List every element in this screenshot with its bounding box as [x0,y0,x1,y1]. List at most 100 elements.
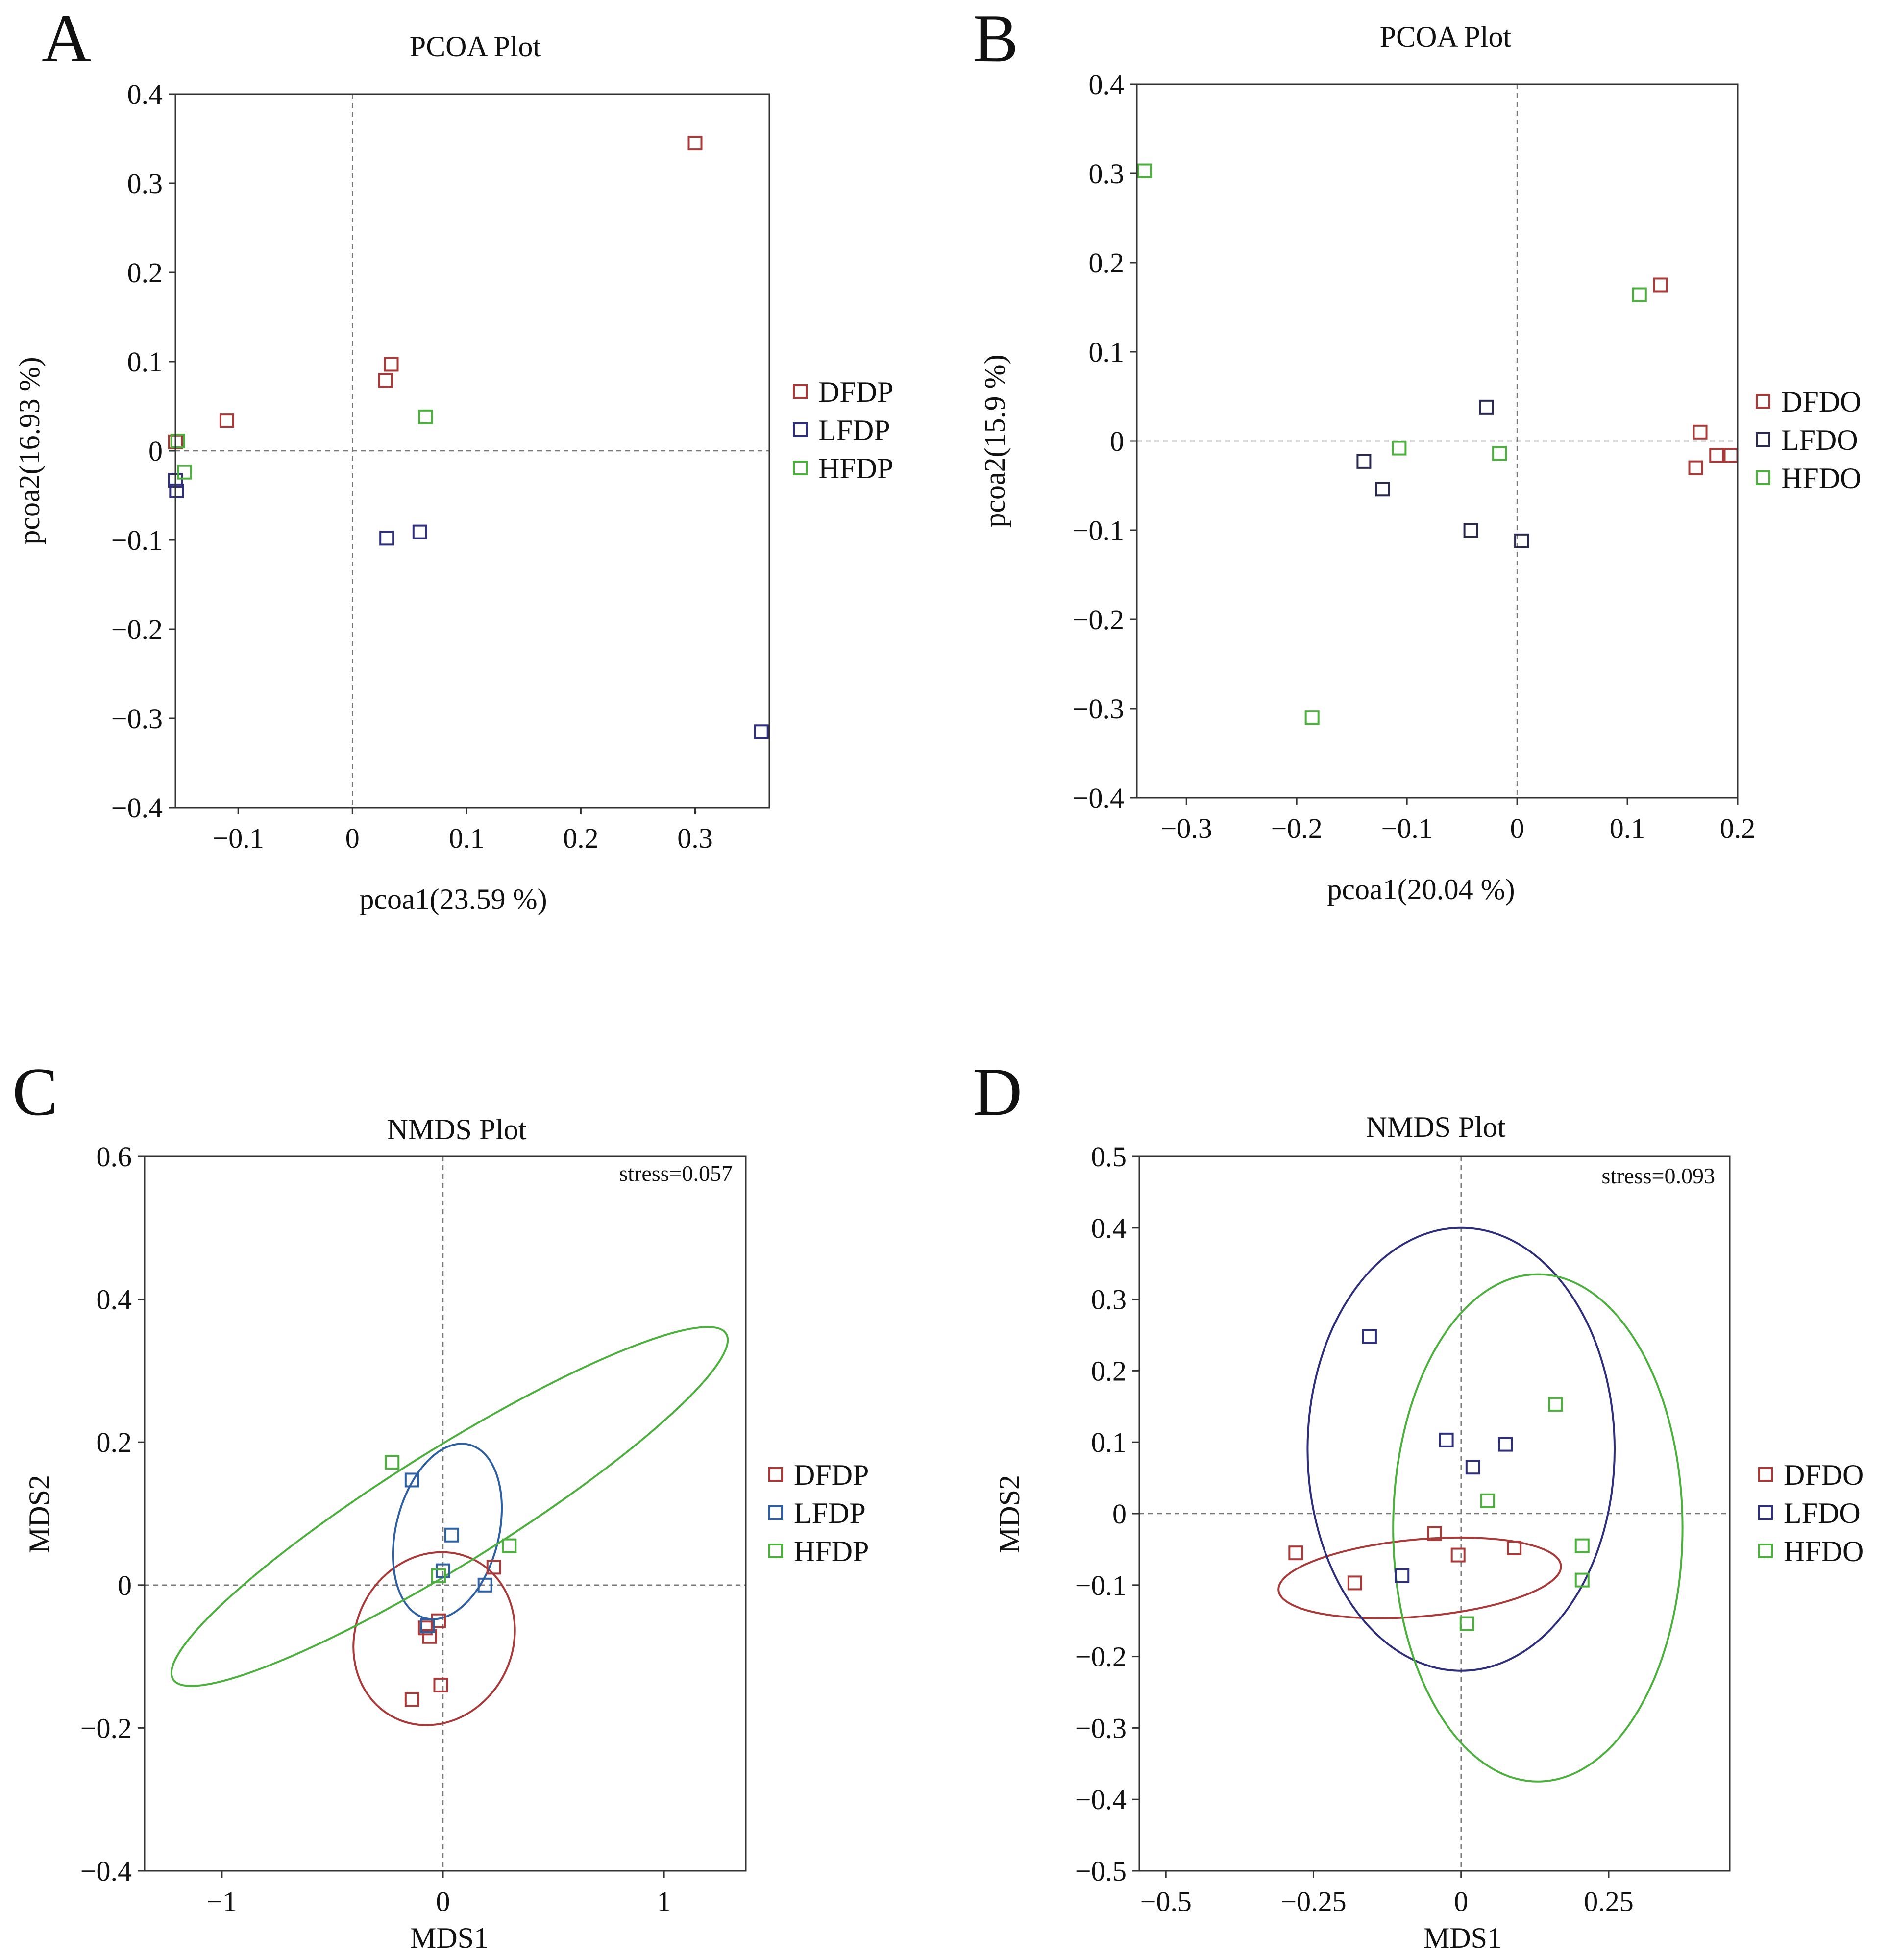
y-tick-label: 0.1 [1089,336,1125,368]
legend-swatch [768,1505,783,1520]
y-tick-label: −0.2 [1075,1641,1127,1673]
point-hfdp [431,1568,446,1583]
legend: DFDP LFDP HFDP [768,1459,869,1568]
x-tick-label: 0.2 [563,822,599,854]
legend-swatch [768,1467,783,1482]
chart-title: PCOA Plot [410,30,541,63]
point-lfdp [754,724,769,739]
panel-letter: C [12,1054,58,1130]
point-hfdo [1459,1616,1474,1631]
x-axis-label: MDS1 [410,1922,489,1954]
point-hfdo [1304,710,1320,725]
point-lfdp [404,1472,419,1488]
point-dfdo [1347,1575,1362,1591]
x-tick-label: 0.1 [449,822,485,854]
point-hfdo [1137,163,1152,178]
panel-a: A PCOA Plot −0.1 0 0.1 0.2 0.3 −0.4 −0.3 −0.2 −0.1… [13,0,893,915]
point-hfdo [1480,1493,1495,1508]
chart-title: PCOA Plot [1380,21,1512,53]
legend-label: LFDO [1784,1497,1861,1529]
legend-swatch [1758,1505,1773,1520]
x-axis-label: pcoa1(20.04 %) [1327,873,1515,906]
y-tick-label: 0.4 [1091,1212,1127,1244]
point-hfdo [1574,1572,1590,1588]
x-tick-label: 0.2 [1720,812,1756,844]
legend-label: HFDO [1784,1535,1864,1568]
y-tick-label: −0.4 [111,792,163,824]
x-tick-label: −0.25 [1280,1886,1346,1917]
y-tick-label: 0 [118,1569,132,1601]
ellipse-dfdp [352,1551,516,1726]
point-hfdo [1492,446,1507,461]
point-lfdo [1439,1432,1454,1447]
point-lfdo [1375,482,1390,497]
legend-swatch [793,384,808,399]
y-tick-label: 0.1 [127,346,163,378]
x-tick-label: 0 [436,1886,450,1917]
y-tick-label: 0.3 [1089,158,1125,190]
point-lfdo [1479,399,1494,415]
y-axis-label: MDS2 [993,1475,1026,1553]
legend-label: DFDP [794,1459,869,1491]
x-tick-label: 0 [1510,812,1524,844]
y-tick-label: 0.2 [1089,247,1125,279]
point-hfdo [1548,1396,1563,1412]
y-tick-label: −0.2 [1073,604,1124,636]
legend-swatch [793,422,808,437]
point-dfdp [384,357,399,372]
x-axis-label: pcoa1(23.59 %) [359,883,547,915]
y-tick-label: 0.2 [1091,1355,1127,1387]
panel-b: B PCOA Plot −0.3 −0.2 −0.1 0 0.1 0.2 −0.4 −0.3 −0.… [973,0,1861,906]
legend-label: DFDP [818,376,893,408]
point-lfdo [1514,533,1529,548]
y-tick-label: −0.4 [1075,1784,1127,1815]
y-tick-label: 0 [148,435,163,467]
y-tick-label: 0.4 [127,78,163,110]
y-tick-label: −0.4 [80,1855,132,1887]
point-dfdp [422,1629,437,1644]
y-tick-label: 0.5 [1091,1141,1127,1173]
y-axis-label: pcoa2(16.93 %) [13,357,46,544]
point-hfdo [1632,287,1647,302]
point-dfdo [1693,424,1708,440]
point-dfdo [1427,1526,1442,1541]
point-lfdo [1498,1437,1513,1452]
x-tick-label: 0 [1454,1886,1468,1917]
chart-title: NMDS Plot [1366,1111,1505,1143]
legend-swatch [1758,1544,1773,1558]
y-tick-label: 0.2 [127,257,163,289]
point-dfdp [219,413,234,428]
point-dfdp [404,1692,419,1707]
legend-label: HFDP [794,1535,869,1568]
y-tick-label: −0.4 [1073,782,1124,814]
point-lfdp [420,1618,435,1633]
point-lfdo [1356,454,1372,469]
ellipse-hfdp [170,1326,729,1687]
point-hfdp [170,433,185,448]
legend: DFDP LFDP HFDP [793,376,893,485]
y-axis-label: pcoa2(15.9 %) [979,354,1011,527]
y-tick-label: 0.2 [97,1426,132,1458]
point-lfdo [1395,1568,1410,1583]
y-tick-label: −0.2 [111,613,163,645]
legend: DFDO LFDO HFDO [1758,1459,1864,1568]
point-hfdo [1574,1538,1590,1553]
point-dfdo [1450,1547,1466,1563]
stress-annotation: stress=0.093 [1601,1163,1715,1188]
plot-frame [144,1155,747,1872]
legend-label: HFDO [1781,462,1861,494]
legend-swatch [1756,470,1770,485]
point-hfdp [502,1538,517,1553]
point-dfdp [486,1560,501,1575]
point-lfdp [477,1577,492,1592]
y-tick-label: −0.1 [1075,1569,1127,1601]
point-dfdo [1688,460,1703,475]
x-tick-label: −1 [207,1886,237,1917]
point-lfdp [379,531,394,546]
panel-letter: A [42,0,91,76]
point-dfdp [417,1620,433,1636]
ellipse-lfdo [1306,1226,1616,1672]
x-tick-label: 0 [345,822,360,854]
point-dfdp [687,136,703,151]
